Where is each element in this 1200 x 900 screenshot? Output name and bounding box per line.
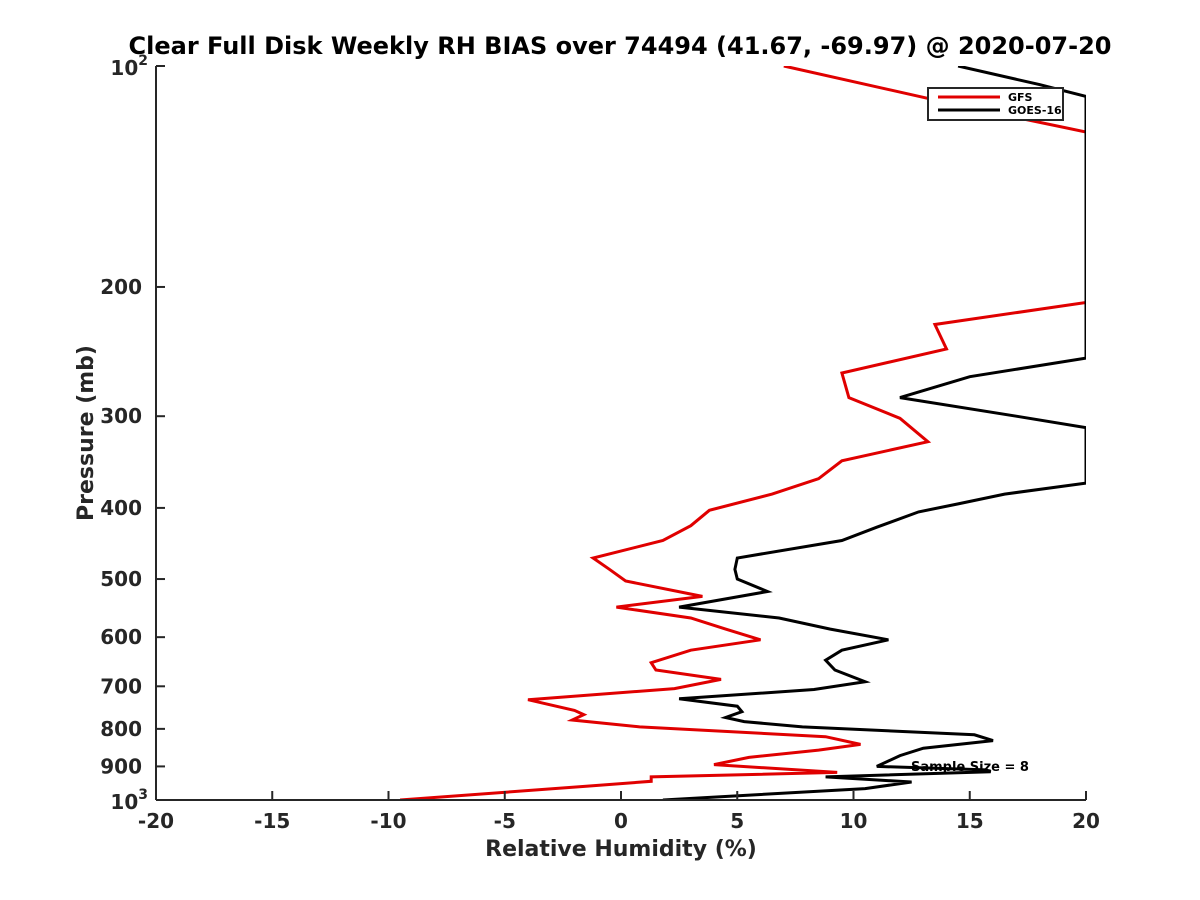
- x-axis-label: Relative Humidity (%): [485, 837, 757, 862]
- y-tick-label: 800: [100, 717, 142, 741]
- series-line-gfs: [399, 66, 1086, 800]
- x-tick-label: 15: [956, 809, 984, 833]
- x-tick-label: 0: [614, 809, 628, 833]
- plot-area: [399, 66, 1086, 800]
- legend-label-goes-16: GOES-16: [1008, 104, 1062, 117]
- y-tick-label: 900: [100, 754, 142, 778]
- y-tick-label: 600: [100, 625, 142, 649]
- sample-size-annotation: Sample Size = 8: [911, 760, 1029, 775]
- x-tick-label: -10: [370, 809, 406, 833]
- axes: -20 -15 -10 -5 0 5 10 15 20 102 200 300 400 500 600 700…: [100, 53, 1100, 833]
- x-tick-label: -20: [138, 809, 174, 833]
- x-tick-label: 5: [730, 809, 744, 833]
- x-tick-label: 20: [1072, 809, 1100, 833]
- y-tick-label: 400: [100, 496, 142, 520]
- chart-title: Clear Full Disk Weekly RH BIAS over 7449…: [129, 32, 1112, 60]
- x-tick-label: 10: [840, 809, 868, 833]
- y-tick-label: 300: [100, 404, 142, 428]
- y-tick-label: 700: [100, 674, 142, 698]
- y-tick-label: 200: [100, 275, 142, 299]
- legend-label-gfs: GFS: [1008, 91, 1033, 104]
- x-tick-label: -15: [254, 809, 290, 833]
- legend-box: [927, 87, 1064, 121]
- series-line-goes-16: [662, 66, 1086, 800]
- x-tick-label: -5: [494, 809, 516, 833]
- y-axis-label: Pressure (mb): [74, 345, 99, 521]
- y-tick-label: 500: [100, 567, 142, 591]
- y-tick-label: 102: [110, 53, 148, 80]
